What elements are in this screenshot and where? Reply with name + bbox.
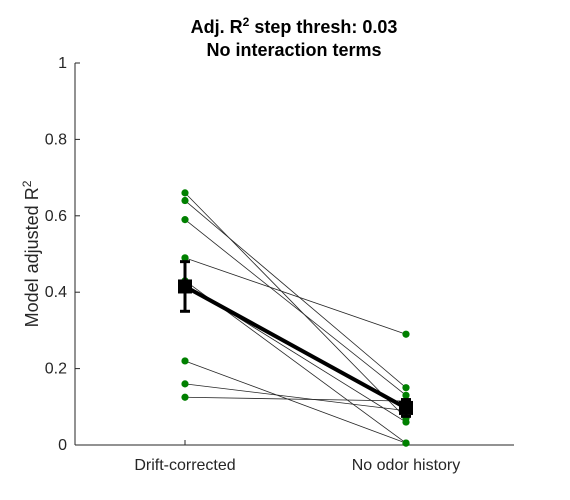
x-tick-label: No odor history [352,457,461,474]
y-tick-label: 0.8 [45,131,67,148]
chart-title: Adj. R2 step thresh: 0.03 [191,15,398,37]
pair-line [184,257,407,335]
y-tick-label: 0.2 [45,361,67,378]
y-tick-label: 0 [58,437,67,454]
data-point [181,380,189,388]
data-point [181,189,189,197]
pair-line [184,219,407,396]
pair-line [184,360,407,444]
data-point [181,216,189,224]
data-point [402,384,410,392]
data-point [402,330,410,338]
pair-line [184,383,407,412]
x-tick-label: Drift-corrected [134,457,235,474]
y-tick-label: 0.6 [45,208,67,225]
pair-line [184,200,407,389]
data-point [402,439,410,447]
data-point [181,357,189,365]
data-point [181,196,189,205]
pair-line [184,192,407,419]
mean-marker [178,279,192,294]
mean-line [184,284,407,410]
y-axis-label: Model adjusted R2 [20,180,42,327]
data-point [402,391,410,399]
mean-marker [399,400,413,415]
data-point [181,254,189,262]
y-tick-label: 1 [58,55,67,72]
pair-line [184,396,407,402]
chart-subtitle: No interaction terms [206,40,381,60]
y-tick-label: 0.4 [45,284,67,301]
data-point [181,393,189,401]
data-point [402,418,410,426]
